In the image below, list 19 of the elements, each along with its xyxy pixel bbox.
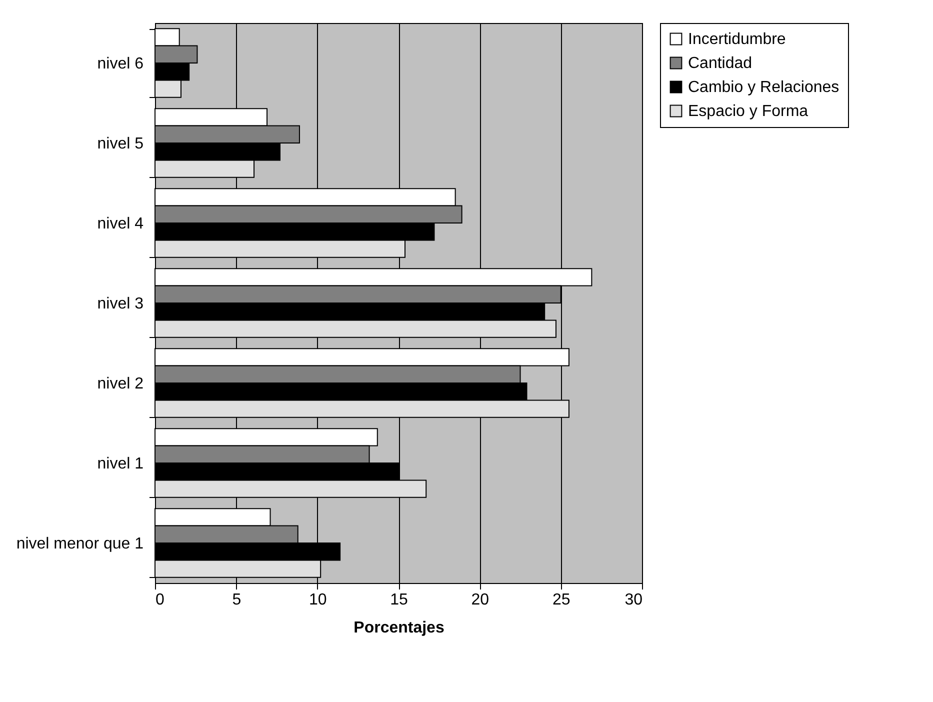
y-tick-label: nivel 5 — [97, 136, 144, 152]
y-tick-label: nivel 6 — [97, 56, 144, 72]
y-tick-label: nivel 2 — [97, 376, 144, 392]
y-tick-label: nivel 4 — [97, 216, 144, 232]
legend-label: Cantidad — [688, 55, 752, 72]
y-tick-label: nivel menor que 1 — [16, 536, 144, 552]
x-tick-label: 30 — [624, 592, 643, 608]
legend-label: Cambio y Relaciones — [688, 79, 840, 96]
x-tick-label: 15 — [390, 592, 408, 608]
x-tick-label: 0 — [156, 592, 164, 608]
x-tick-label: 10 — [308, 592, 327, 608]
y-tick-label: nivel 1 — [97, 456, 144, 472]
x-tick-label: 25 — [552, 592, 570, 608]
y-tick-label: nivel 3 — [97, 296, 144, 312]
legend-label: Espacio y Forma — [688, 103, 808, 120]
x-tick-label: 20 — [471, 592, 490, 608]
x-axis-title: Porcentajes — [354, 620, 444, 636]
x-tick-label: 5 — [232, 592, 242, 608]
legend-label: Incertidumbre — [688, 31, 786, 48]
